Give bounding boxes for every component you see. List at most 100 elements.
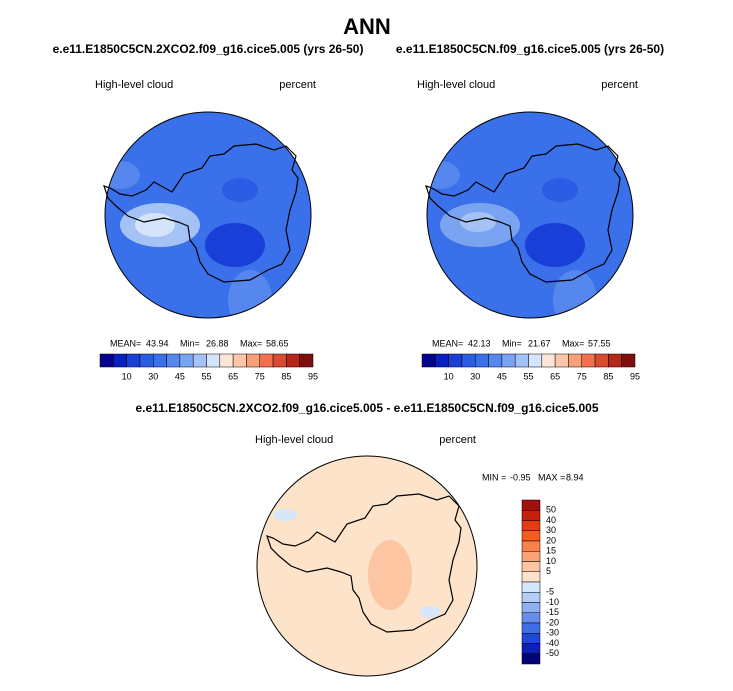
colorbar-box bbox=[448, 353, 463, 368]
units-label: percent bbox=[279, 79, 316, 91]
colorbar-box bbox=[521, 653, 541, 665]
colorbar-label: -5 bbox=[546, 587, 554, 597]
colorbar-label: 65 bbox=[550, 371, 560, 381]
colorbar-box bbox=[206, 353, 221, 368]
colorbar-box bbox=[179, 353, 194, 368]
colorbar-box bbox=[246, 353, 260, 368]
colorbar-label: 40 bbox=[546, 515, 556, 525]
colorbar-box bbox=[259, 353, 274, 368]
colorbar-box bbox=[621, 353, 636, 368]
colorbar-label: 5 bbox=[546, 566, 551, 576]
map-border bbox=[426, 111, 634, 319]
stat-label: Min= bbox=[180, 338, 200, 348]
colorbar-box bbox=[113, 353, 127, 368]
colorbar-label: 85 bbox=[603, 371, 613, 381]
units-label: percent bbox=[601, 79, 638, 91]
title: ANN bbox=[343, 14, 391, 39]
units-label: percent bbox=[439, 434, 476, 446]
colorbar-box bbox=[521, 581, 541, 593]
colorbar-box bbox=[521, 510, 541, 521]
stat-value: 58.65 bbox=[266, 338, 289, 348]
variable-label: High-level cloud bbox=[255, 434, 333, 446]
stat-value: 26.88 bbox=[206, 338, 229, 348]
colorbar-box bbox=[166, 353, 181, 368]
colorbar-label: -15 bbox=[546, 607, 559, 617]
colorbar-box bbox=[521, 520, 541, 531]
diff-title: e.e11.E1850C5CN.2XCO2.f09_g16.cice5.005 … bbox=[136, 401, 599, 415]
colorbar-box bbox=[461, 353, 476, 368]
colorbar-label: -50 bbox=[546, 648, 559, 658]
colorbar-box bbox=[232, 353, 247, 368]
colorbar-label: 30 bbox=[546, 525, 556, 535]
colorbar-box bbox=[594, 353, 609, 368]
colorbar-box bbox=[581, 353, 596, 368]
colorbar-box bbox=[521, 643, 541, 654]
colorbar-label: -30 bbox=[546, 628, 559, 638]
map-right bbox=[427, 112, 633, 318]
stat-value: 8.94 bbox=[566, 472, 584, 482]
colorbar-box bbox=[139, 353, 154, 368]
variable-label: High-level cloud bbox=[417, 79, 495, 91]
stat-label: MIN = bbox=[482, 472, 506, 482]
colorbar-label: 65 bbox=[228, 371, 238, 381]
colorbar-box bbox=[501, 353, 516, 368]
colorbar-label: 75 bbox=[577, 371, 587, 381]
colorbar-label: 20 bbox=[546, 535, 556, 545]
colorbar-box bbox=[153, 353, 167, 368]
panel-subtitle: e.e11.E1850C5CN.2XCO2.f09_g16.cice5.005 … bbox=[53, 42, 364, 56]
stat-value: 21.67 bbox=[528, 338, 551, 348]
colorbar-box bbox=[488, 353, 503, 368]
colorbar-box bbox=[521, 633, 541, 644]
colorbar-box bbox=[521, 551, 541, 562]
variable-label: High-level cloud bbox=[95, 79, 173, 91]
map-left bbox=[105, 112, 311, 318]
stat-label: Min= bbox=[502, 338, 522, 348]
colorbar-label: 55 bbox=[523, 371, 533, 381]
colorbar-box bbox=[126, 353, 141, 368]
colorbar-label: -40 bbox=[546, 638, 559, 648]
map-border bbox=[256, 455, 478, 677]
stat-value: 42.13 bbox=[468, 338, 491, 348]
stat-value: 57.55 bbox=[588, 338, 611, 348]
stat-label: MEAN= bbox=[432, 338, 463, 348]
colorbar-label: 55 bbox=[201, 371, 211, 381]
colorbar-box bbox=[475, 353, 489, 368]
stat-label: Max= bbox=[240, 338, 262, 348]
map-border bbox=[104, 111, 312, 319]
colorbar-label: -20 bbox=[546, 617, 559, 627]
colorbar-box bbox=[521, 612, 541, 624]
colorbar-box bbox=[521, 540, 541, 552]
colorbar-label: 30 bbox=[470, 371, 480, 381]
colorbar-label: 95 bbox=[308, 371, 318, 381]
stat-label: MAX = bbox=[538, 472, 565, 482]
colorbar-label: 10 bbox=[546, 556, 556, 566]
stat-label: MEAN= bbox=[110, 338, 141, 348]
panel-subtitle: e.e11.E1850C5CN.f09_g16.cice5.005 (yrs 2… bbox=[396, 42, 664, 56]
stat-label: Max= bbox=[562, 338, 584, 348]
colorbar-label: 15 bbox=[546, 546, 556, 556]
colorbar-box bbox=[521, 592, 541, 603]
colorbar-box bbox=[192, 353, 207, 368]
colorbar-label: 45 bbox=[497, 371, 507, 381]
stat-value: -0.95 bbox=[510, 472, 531, 482]
colorbar-box bbox=[608, 353, 622, 368]
colorbar-label: -10 bbox=[546, 597, 559, 607]
stat-value: 43.94 bbox=[146, 338, 169, 348]
colorbar-box bbox=[521, 561, 541, 572]
colorbar-box bbox=[514, 353, 529, 368]
colorbar-box bbox=[435, 353, 449, 368]
colorbar-label: 30 bbox=[148, 371, 158, 381]
colorbar-box bbox=[286, 353, 300, 368]
colorbar-box bbox=[99, 353, 114, 368]
colorbar-box bbox=[521, 622, 541, 634]
colorbar-label: 50 bbox=[546, 505, 556, 515]
colorbar-box bbox=[541, 353, 556, 368]
colorbar-box bbox=[272, 353, 287, 368]
colorbar-box bbox=[521, 571, 541, 583]
colorbar-box bbox=[528, 353, 543, 368]
colorbar-label: 10 bbox=[122, 371, 132, 381]
colorbar-label: 85 bbox=[281, 371, 291, 381]
colorbar-box bbox=[521, 499, 541, 511]
colorbar-label: 45 bbox=[175, 371, 185, 381]
